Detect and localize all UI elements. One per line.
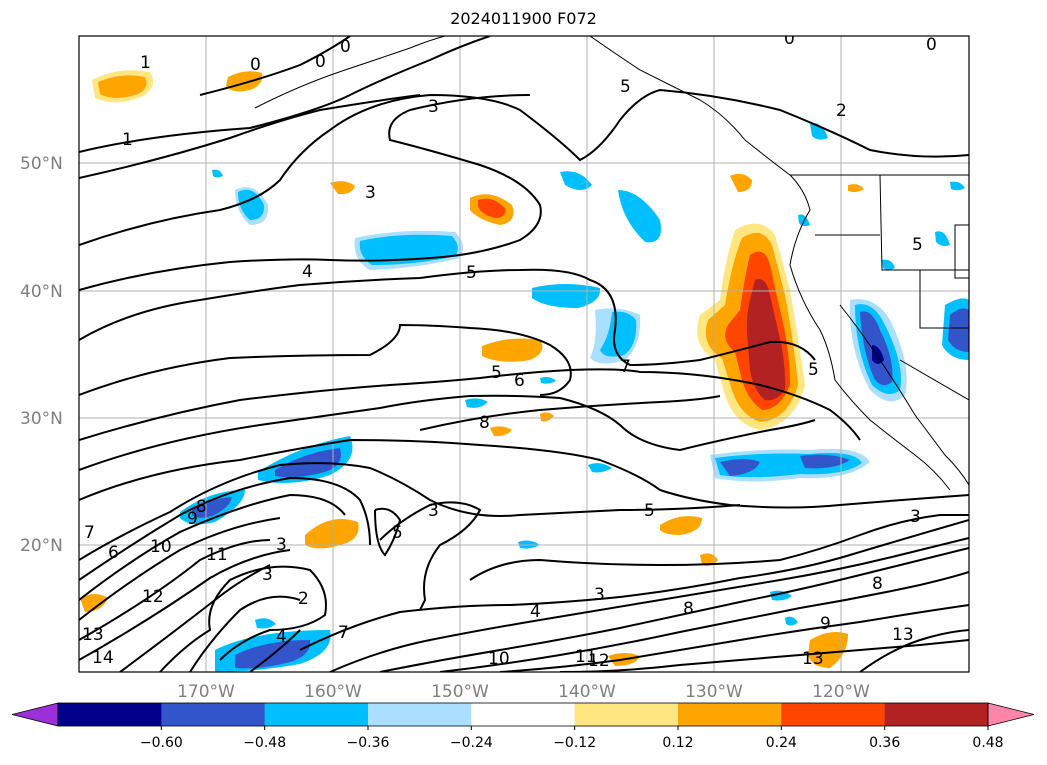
colorbar-tick-label: −0.24 [450, 735, 493, 751]
svg-text:0: 0 [315, 52, 326, 72]
svg-text:7: 7 [338, 623, 349, 643]
lat-label: 50°N [20, 154, 63, 174]
svg-text:4: 4 [276, 627, 287, 647]
contour-lines [79, 36, 969, 672]
svg-text:8: 8 [479, 413, 490, 433]
svg-text:14: 14 [92, 648, 114, 668]
svg-text:2: 2 [298, 589, 309, 609]
svg-text:5: 5 [620, 77, 631, 97]
colorbar [11, 702, 1035, 727]
svg-text:13: 13 [892, 625, 914, 645]
svg-text:10: 10 [150, 537, 172, 557]
shaded-anomalies [80, 70, 969, 672]
colorbar-frame [57, 702, 989, 727]
colorbar-segment [678, 703, 782, 726]
colorbar-tick-labels: −0.60 −0.48 −0.36 −0.24 −0.12 0.12 0.24 0.36 0.4… [140, 726, 1004, 751]
svg-text:9: 9 [820, 614, 831, 634]
graticule [79, 36, 969, 672]
svg-text:3: 3 [365, 183, 376, 203]
svg-text:0: 0 [340, 37, 351, 57]
svg-text:4: 4 [302, 262, 313, 282]
colorbar-segment [58, 703, 162, 726]
lon-label: 120°W [812, 682, 870, 702]
svg-text:3: 3 [428, 97, 439, 117]
lon-label: 150°W [431, 682, 489, 702]
plot-frame [78, 35, 970, 673]
svg-text:5: 5 [808, 360, 819, 380]
colorbar-segment [264, 703, 369, 726]
colorbar-tick-label: −0.60 [140, 735, 183, 751]
coastlines [254, 36, 969, 491]
svg-text:7: 7 [84, 523, 95, 543]
colorbar-segment [781, 703, 886, 726]
svg-text:1: 1 [140, 53, 151, 73]
lon-label: 170°W [177, 682, 235, 702]
svg-text:13: 13 [802, 649, 824, 669]
colorbar-tick-label: −0.36 [347, 735, 390, 751]
colorbar-segment [884, 703, 989, 726]
svg-text:6: 6 [514, 371, 525, 391]
svg-text:9: 9 [187, 509, 198, 529]
colorbar-segment [574, 703, 679, 726]
longitude-labels: 170°W 160°W 150°W 140°W 130°W 120°W [177, 682, 870, 702]
svg-text:2: 2 [836, 101, 847, 121]
colorbar-segment [161, 703, 266, 726]
svg-text:8: 8 [196, 497, 207, 517]
svg-text:10: 10 [488, 649, 510, 669]
colorbar-tick-label: 0.12 [662, 735, 693, 751]
svg-text:5: 5 [491, 363, 502, 383]
svg-text:13: 13 [82, 625, 104, 645]
lat-label: 40°N [20, 282, 63, 302]
lon-label: 130°W [685, 682, 743, 702]
svg-text:3: 3 [594, 585, 605, 605]
lon-label: 160°W [304, 682, 362, 702]
svg-text:6: 6 [108, 543, 119, 563]
svg-text:4: 4 [530, 602, 541, 622]
lat-label: 30°N [20, 409, 63, 429]
colorbar-tick-label: 0.48 [972, 735, 1003, 751]
svg-text:8: 8 [683, 599, 694, 619]
colorbar-segment [368, 703, 472, 726]
colorbar-extend-high [987, 702, 1035, 727]
svg-text:3: 3 [428, 501, 439, 521]
map-title: 2024011900 F072 [450, 9, 597, 28]
svg-text:3: 3 [910, 507, 921, 527]
svg-text:7: 7 [620, 357, 631, 377]
svg-text:0: 0 [250, 55, 261, 75]
svg-text:0: 0 [926, 35, 937, 55]
svg-text:0: 0 [784, 29, 795, 49]
colorbar-tick-label: −0.48 [243, 735, 286, 751]
lat-label: 20°N [20, 536, 63, 556]
svg-text:12: 12 [142, 587, 164, 607]
svg-text:5: 5 [644, 501, 655, 521]
colorbar-extend-low [11, 702, 59, 727]
latitude-labels: 50°N 40°N 30°N 20°N [20, 154, 63, 556]
svg-text:8: 8 [872, 574, 883, 594]
colorbar-tick-label: 0.24 [766, 735, 797, 751]
svg-text:3: 3 [276, 535, 287, 555]
svg-text:5: 5 [466, 263, 477, 283]
svg-text:3: 3 [262, 565, 273, 585]
colorbar-tick-label: 0.36 [869, 735, 900, 751]
colorbar-tick-label: −0.12 [553, 735, 596, 751]
svg-text:12: 12 [588, 651, 610, 671]
lon-label: 140°W [558, 682, 616, 702]
svg-text:5: 5 [912, 235, 923, 255]
svg-text:5: 5 [392, 523, 403, 543]
colorbar-segment [471, 703, 576, 726]
svg-text:11: 11 [575, 647, 597, 667]
svg-text:11: 11 [206, 545, 228, 565]
contour-labels: 1 0 0 0 1 3 3 4 5 5 5 5 6 7 8 8 7 6 10 1… [82, 29, 937, 671]
svg-text:1: 1 [122, 130, 133, 150]
